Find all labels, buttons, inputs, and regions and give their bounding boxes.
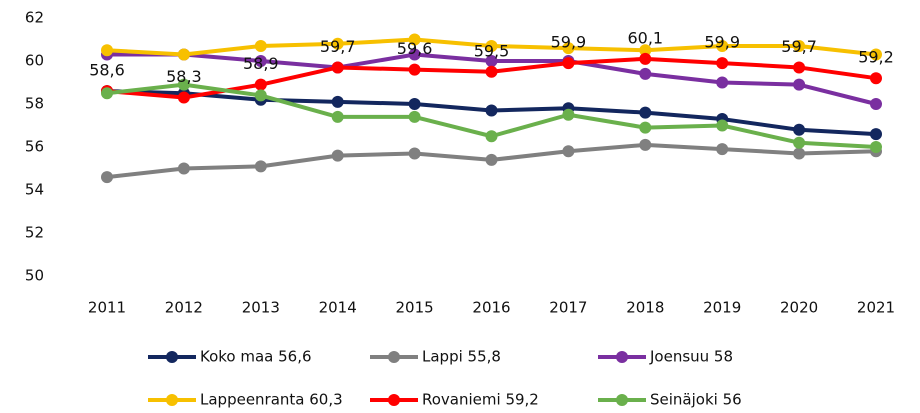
x-tick-label: 2017 [549, 299, 587, 317]
point [639, 121, 652, 134]
point [639, 52, 652, 65]
x-tick-label: 2018 [626, 299, 664, 317]
y-tick-label: 60 [25, 52, 44, 70]
point [562, 145, 575, 158]
point [870, 48, 882, 61]
point [793, 136, 806, 149]
point [716, 76, 729, 89]
point [485, 65, 498, 78]
legend-label: Rovaniemi 59,2 [422, 391, 539, 409]
legend-label: Lappeenranta 60,3 [200, 391, 343, 409]
point [254, 55, 267, 67]
point [562, 57, 575, 70]
point [716, 57, 729, 70]
data-label: 59,9 [551, 33, 587, 52]
point [331, 149, 344, 162]
point [870, 72, 882, 85]
data-label: 59,6 [397, 39, 433, 58]
point [485, 153, 498, 166]
x-tick-label: 2019 [703, 299, 741, 317]
data-label: 59,9 [704, 33, 740, 52]
y-tick-label: 54 [25, 181, 44, 199]
point [870, 98, 882, 110]
point [639, 44, 652, 57]
point [639, 138, 652, 151]
x-tick-label: 2020 [780, 299, 818, 317]
point [562, 42, 575, 55]
legend-marker [166, 351, 178, 363]
y-tick-label: 62 [25, 9, 44, 27]
point [793, 61, 806, 74]
x-tick-label: 2012 [165, 299, 203, 317]
point [254, 89, 267, 102]
point [101, 171, 113, 184]
point [485, 39, 498, 52]
data-label: 59,5 [474, 41, 510, 60]
y-tick-label: 58 [25, 95, 44, 113]
data-label: 58,3 [166, 67, 202, 86]
point [716, 119, 729, 132]
x-tick-label: 2015 [396, 299, 434, 317]
point [408, 48, 421, 61]
legend-label: Seinäjoki 56 [650, 391, 742, 409]
point [331, 110, 344, 123]
point [716, 143, 729, 156]
point [408, 33, 421, 46]
point [101, 87, 113, 100]
point [177, 162, 190, 175]
data-label: 59,7 [320, 37, 356, 56]
point [177, 78, 190, 91]
legend-label: Lappi 55,8 [422, 348, 501, 366]
point [639, 67, 652, 80]
legend-label: Joensuu 58 [649, 348, 733, 366]
point [562, 108, 575, 121]
y-tick-label: 56 [25, 138, 44, 156]
point [408, 110, 421, 123]
legend-marker [166, 394, 178, 406]
point [793, 123, 806, 136]
legend-label: Koko maa 56,6 [200, 348, 312, 366]
x-tick-label: 2016 [472, 299, 510, 317]
point [793, 78, 806, 91]
point [177, 91, 190, 104]
y-tick-label: 52 [25, 224, 44, 242]
point [408, 98, 421, 110]
y-tick-label: 50 [25, 267, 44, 285]
x-tick-label: 2014 [319, 299, 357, 317]
point [793, 39, 806, 52]
legend-marker [616, 394, 628, 406]
point [331, 37, 344, 50]
data-label: 59,2 [858, 48, 894, 67]
point [254, 160, 267, 173]
point [870, 141, 882, 153]
data-label: 60,1 [627, 28, 663, 47]
point [485, 104, 498, 117]
point [793, 147, 806, 160]
data-label: 59,7 [781, 37, 817, 56]
point [254, 39, 267, 52]
point [254, 78, 267, 91]
legend-marker [388, 351, 400, 363]
point [485, 55, 498, 67]
data-label: 58,6 [89, 61, 125, 80]
point [639, 106, 652, 119]
x-tick-label: 2011 [88, 299, 126, 317]
x-tick-label: 2013 [242, 299, 280, 317]
legend-marker [388, 394, 400, 406]
point [331, 95, 344, 108]
point [101, 44, 113, 57]
point [408, 63, 421, 76]
data-label: 58,9 [243, 54, 279, 73]
point [485, 130, 498, 143]
point [177, 48, 190, 61]
point [716, 39, 729, 52]
point [870, 128, 882, 141]
x-tick-label: 2021 [857, 299, 895, 317]
legend-marker [616, 351, 628, 363]
point [331, 61, 344, 74]
point [408, 147, 421, 160]
